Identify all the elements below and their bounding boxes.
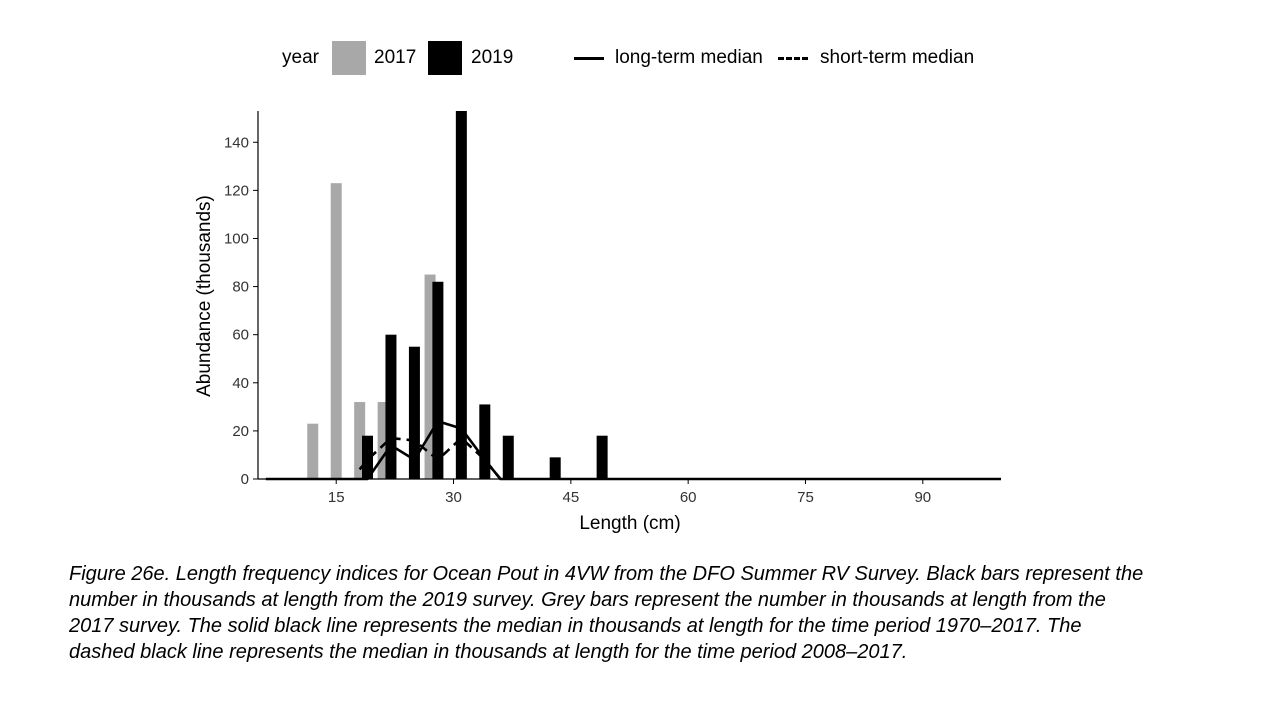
y-tick-label-40: 40 bbox=[232, 375, 249, 392]
x-tick-label-60: 60 bbox=[680, 489, 697, 506]
length-frequency-chart: 0 20 40 60 80 100 120 140 15 30 45 60 75 90 Length (c… bbox=[194, 111, 1001, 534]
y-tick-label-120: 120 bbox=[224, 182, 249, 199]
x-tick-label-75: 75 bbox=[797, 489, 814, 506]
bar-2019-34 bbox=[479, 404, 491, 479]
axes-group: 0 20 40 60 80 100 120 140 15 30 45 60 75 90 bbox=[224, 111, 1001, 506]
short-term-median-line bbox=[358, 436, 502, 480]
chart-legend: year 2017 2019 long-term median short-te… bbox=[282, 38, 1002, 78]
bar-2017-12 bbox=[307, 423, 319, 479]
bar-2019-43 bbox=[549, 457, 561, 479]
legend-label-2017: 2017 bbox=[374, 47, 417, 68]
bar-2017-15 bbox=[330, 183, 342, 479]
bar-2019-31 bbox=[455, 111, 467, 479]
y-tick-label-80: 80 bbox=[232, 279, 249, 296]
bar-2019-22 bbox=[385, 334, 397, 479]
legend-swatch-2017 bbox=[332, 41, 366, 75]
bar-2017-27 bbox=[424, 274, 436, 479]
x-axis-label: Length (cm) bbox=[579, 513, 680, 534]
bar-2017-21 bbox=[377, 402, 389, 479]
y-tick-label-100: 100 bbox=[224, 230, 249, 247]
long-term-median-line bbox=[265, 419, 1001, 481]
legend-solid-line bbox=[574, 57, 604, 60]
y-tick-label-140: 140 bbox=[224, 134, 249, 151]
x-tick-label-90: 90 bbox=[914, 489, 931, 506]
x-tick-label-45: 45 bbox=[562, 489, 579, 506]
y-tick-label-20: 20 bbox=[232, 423, 249, 440]
y-axis-label: Abundance (thousands) bbox=[194, 195, 215, 397]
y-tick-label-60: 60 bbox=[232, 327, 249, 344]
legend-label-short-term-median: short-term median bbox=[820, 47, 975, 68]
bar-2019-28 bbox=[432, 281, 444, 479]
x-tick-label-15: 15 bbox=[328, 489, 345, 506]
legend-title: year bbox=[282, 47, 319, 68]
legend-label-2019: 2019 bbox=[471, 47, 514, 68]
y-tick-label-0: 0 bbox=[241, 471, 249, 488]
legend-dashed-line bbox=[778, 57, 808, 60]
bar-2017-18 bbox=[354, 402, 366, 479]
bar-2019-25 bbox=[408, 346, 420, 479]
x-tick-label-30: 30 bbox=[445, 489, 462, 506]
figure-caption: Figure 26e. Length frequency indices for… bbox=[69, 563, 1144, 663]
legend-swatch-2019 bbox=[428, 41, 462, 75]
bar-2019-37 bbox=[502, 435, 514, 479]
bar-2019-49 bbox=[596, 435, 608, 479]
median-lines-group bbox=[265, 419, 1001, 481]
bars-group bbox=[307, 111, 608, 479]
bar-2019-19 bbox=[361, 435, 373, 479]
legend-label-long-term-median: long-term median bbox=[615, 47, 763, 68]
